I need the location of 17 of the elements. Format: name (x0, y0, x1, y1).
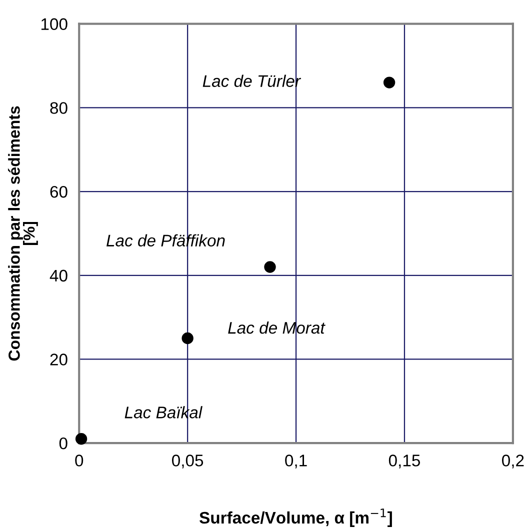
y-tick-label: 60 (50, 186, 68, 198)
x-tick-label: 0,05 (172, 454, 204, 468)
point (182, 332, 194, 344)
x-tick-label: 0,15 (388, 454, 420, 468)
x-axis-title: Surface/Volume, α [m$^{−1}$] (200, 508, 392, 527)
y-tick-label: 0 (59, 437, 68, 450)
y-tick-label: 20 (50, 354, 68, 366)
y-tick-label: 100 (41, 18, 68, 30)
x-tick-label: 0,2 (502, 454, 524, 468)
x-tick-label: 0,1 (285, 454, 307, 468)
point (75, 433, 88, 445)
x-tick-label: 0 (75, 454, 84, 466)
y-axis-title: Consommation par les sédiments [%] (8, 106, 38, 361)
y-tick-label: 40 (50, 270, 68, 282)
point (383, 76, 396, 88)
point (264, 261, 276, 273)
y-tick-label: 80 (50, 102, 68, 114)
